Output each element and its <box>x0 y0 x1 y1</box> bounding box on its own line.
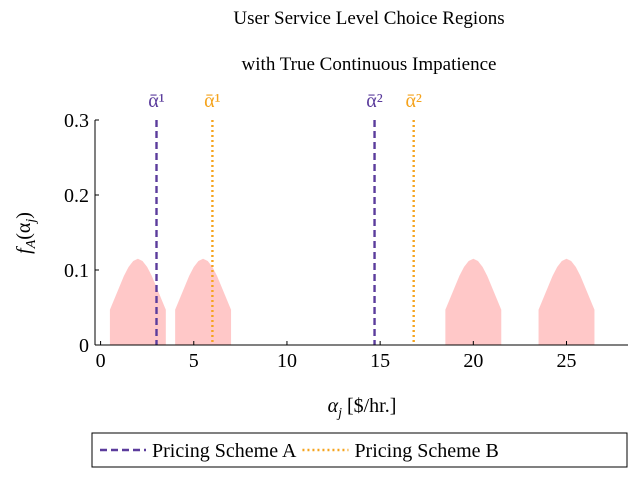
legend-box <box>91 432 628 468</box>
x-axis-label: αj [$/hr.] <box>328 395 397 421</box>
threshold-label: ᾱ¹ <box>148 90 164 112</box>
x-axis-label-part: [$/hr.] <box>342 395 396 417</box>
legend-label: Pricing Scheme B <box>354 440 498 462</box>
y-axis-label-part: (α <box>13 222 35 240</box>
x-tick-label: 25 <box>557 350 577 372</box>
x-tick-label: 20 <box>463 350 483 372</box>
x-axis-label-part: j <box>336 406 342 421</box>
y-tick-label: 0.2 <box>64 185 89 207</box>
density-area <box>445 258 502 345</box>
y-axis-label-part: j <box>24 219 39 225</box>
threshold-label: ᾱ² <box>366 90 382 112</box>
y-tick-label: 0.3 <box>64 110 89 132</box>
density-area <box>538 258 595 345</box>
y-tick-label: 0.1 <box>64 260 89 282</box>
threshold-label: ᾱ² <box>405 90 421 112</box>
x-tick-label: 0 <box>96 350 106 372</box>
y-axis-label-part: ) <box>13 212 35 219</box>
density-area <box>175 258 232 345</box>
y-axis-label: fA(αj) <box>13 212 39 254</box>
chart-subtitle: with True Continuous Impatience <box>242 54 497 75</box>
x-tick-label: 15 <box>370 350 390 372</box>
x-axis-label-part: α <box>328 395 339 417</box>
y-axis-label-part: f <box>13 246 35 254</box>
y-tick-label: 0 <box>79 335 89 357</box>
threshold-label: ᾱ¹ <box>204 90 220 112</box>
legend-label: Pricing Scheme A <box>152 440 297 462</box>
y-axis-label-part: A <box>24 239 39 249</box>
chart-title: User Service Level Choice Regions <box>233 8 504 29</box>
x-tick-label: 10 <box>277 350 297 372</box>
x-tick-label: 5 <box>189 350 199 372</box>
density-area <box>109 258 166 345</box>
